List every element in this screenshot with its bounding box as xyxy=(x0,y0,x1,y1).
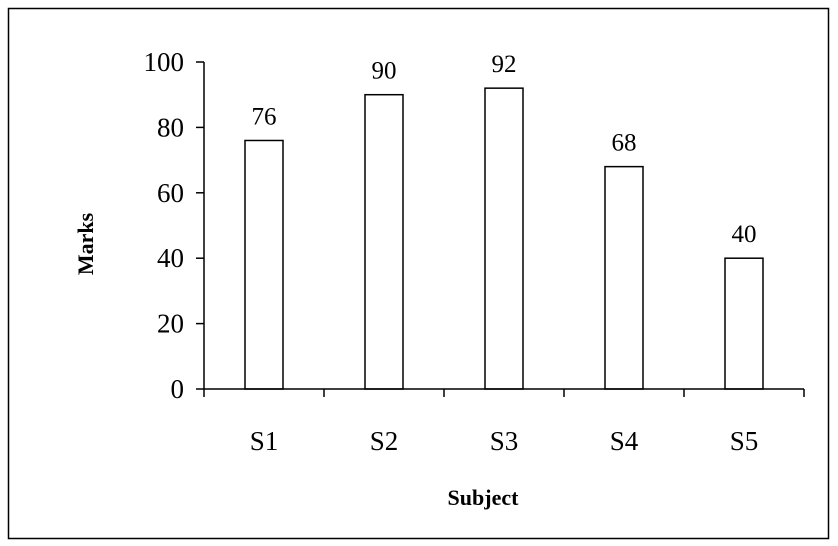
category-label-s1: S1 xyxy=(250,426,279,456)
y-tick-label: 20 xyxy=(157,309,184,339)
y-tick-label: 80 xyxy=(157,112,184,142)
data-label-s5: 40 xyxy=(732,221,757,248)
y-axis-ticks: 0 20 40 60 80 100 xyxy=(144,47,204,404)
data-label-s3: 92 xyxy=(492,51,517,78)
data-labels-group: 76 90 92 68 40 xyxy=(252,51,757,248)
bars-group xyxy=(244,87,764,390)
bar-s3 xyxy=(484,87,524,390)
category-label-s2: S2 xyxy=(370,426,399,456)
y-tick-label: 40 xyxy=(157,243,184,273)
data-label-s2: 90 xyxy=(372,58,397,85)
bar-s2 xyxy=(364,93,404,390)
y-tick-label: 100 xyxy=(144,47,185,77)
bar-s4 xyxy=(604,165,644,390)
data-label-s4: 68 xyxy=(612,130,637,157)
category-label-s3: S3 xyxy=(490,426,519,456)
x-axis-ticks xyxy=(203,389,805,397)
x-axis-category-labels: S1 S2 S3 S4 S5 xyxy=(250,426,759,456)
y-axis-title: Marks xyxy=(73,212,98,275)
y-tick-label: 60 xyxy=(157,178,184,208)
category-label-s5: S5 xyxy=(730,426,759,456)
data-label-s1: 76 xyxy=(252,103,277,130)
y-tick-label: 0 xyxy=(171,374,185,404)
x-axis-title: Subject xyxy=(448,485,520,510)
category-label-s4: S4 xyxy=(610,426,639,456)
bar-s1 xyxy=(244,139,284,390)
bar-s5 xyxy=(724,257,764,390)
chart-border xyxy=(7,7,830,540)
